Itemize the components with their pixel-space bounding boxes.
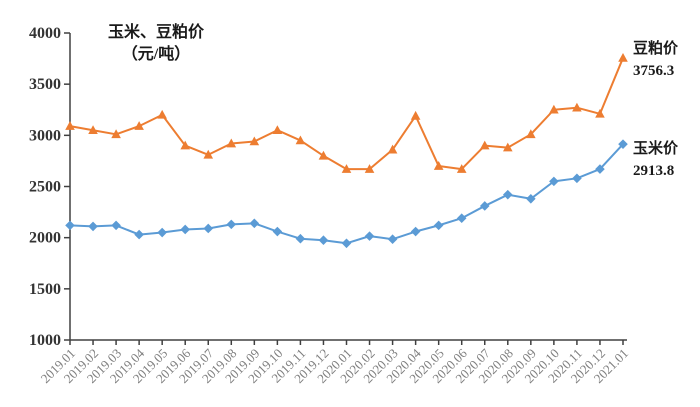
corn-line: [69, 143, 624, 245]
chart-title: 玉米、豆粕价 （元/吨）: [88, 22, 224, 66]
soybean-meal-last-value: 3756.3: [633, 63, 675, 79]
corn-marker: [549, 176, 559, 187]
soybean-meal-marker: [226, 138, 237, 148]
corn-last-value: 2913.8: [633, 163, 675, 179]
soybean-meal-series-name: 豆粕价: [633, 41, 679, 57]
soybean-meal-marker: [526, 129, 536, 139]
corn-series-name: 玉米价: [633, 141, 679, 157]
corn-marker: [318, 235, 329, 246]
soybean-meal-marker: [249, 136, 260, 146]
soybean-meal-marker: [572, 102, 582, 112]
soybean-meal-marker: [549, 104, 559, 114]
corn-marker: [111, 220, 121, 231]
corn-marker: [410, 226, 421, 237]
soybean-meal-marker: [272, 125, 283, 135]
soybean-meal-marker: [433, 161, 444, 170]
soybean-meal-marker: [364, 164, 375, 173]
corn-end-label: 玉米价 2913.8: [633, 138, 678, 182]
y-axis-tick-label: 2000: [29, 230, 61, 247]
corn-marker: [203, 223, 214, 234]
soybean-meal-marker: [456, 164, 467, 173]
soybean-meal-marker: [157, 109, 167, 119]
soybean-meal-marker: [295, 135, 306, 145]
corn-marker: [180, 224, 191, 235]
corn-marker: [88, 221, 98, 232]
corn-marker: [595, 164, 605, 174]
corn-marker: [572, 173, 582, 184]
soybean-meal-marker: [203, 149, 214, 159]
corn-marker: [618, 139, 628, 149]
y-axis-tick-label: 3000: [29, 127, 61, 144]
soybean-meal-marker: [387, 144, 398, 154]
soybean-meal-marker: [410, 110, 421, 120]
chart-title-line1: 玉米、豆粕价: [107, 24, 204, 41]
y-axis-tick-label: 2500: [29, 179, 61, 196]
corn-marker: [502, 189, 513, 200]
soybean-meal-marker: [502, 142, 513, 152]
y-axis-tick-label: 3500: [29, 76, 61, 93]
corn-marker: [249, 218, 260, 229]
soybean-meal-marker: [134, 121, 144, 130]
corn-marker: [65, 220, 75, 231]
soybean-meal-marker: [88, 125, 98, 135]
corn-marker: [341, 238, 352, 249]
soybean-meal-line: [69, 57, 624, 171]
soybean-meal-marker: [595, 108, 605, 118]
soybean-meal-marker: [111, 129, 121, 139]
soybean-meal-end-label: 豆粕价 3756.3: [633, 38, 678, 82]
soybean-meal-marker: [479, 140, 490, 150]
chart-title-line2: （元/吨）: [121, 46, 191, 63]
corn-marker: [433, 220, 444, 231]
corn-marker: [479, 201, 490, 211]
corn-marker: [134, 229, 144, 240]
y-axis-tick-label: 1000: [29, 332, 61, 349]
corn-marker: [387, 234, 398, 245]
corn-marker: [226, 219, 237, 230]
corn-marker: [526, 193, 536, 204]
soybean-meal-marker: [180, 140, 191, 150]
corn-marker: [456, 213, 467, 224]
soybean-meal-marker: [341, 164, 352, 173]
y-axis-tick-label: 4000: [29, 25, 61, 42]
corn-marker: [295, 233, 306, 244]
corn-marker: [364, 231, 375, 241]
soybean-meal-marker: [65, 121, 75, 130]
y-axis-tick-label: 1500: [29, 281, 61, 298]
corn-marker: [272, 226, 283, 237]
corn-marker: [157, 227, 167, 238]
soybean-meal-marker: [318, 150, 329, 160]
soybean-meal-marker: [618, 52, 628, 62]
